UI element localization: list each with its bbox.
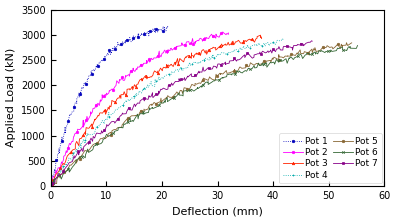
Pot 5 — [129, 115, 134, 117]
Pot 4 — [48, 185, 53, 187]
Pot 6 — [48, 185, 53, 187]
Pot 7 — [119, 114, 124, 117]
Line: Pot 6: Pot 6 — [50, 44, 359, 187]
Pot 3 — [63, 160, 68, 163]
Line: Pot 2: Pot 2 — [50, 31, 230, 187]
Pot 4 — [63, 165, 68, 167]
Line: Pot 7: Pot 7 — [50, 40, 314, 187]
Pot 4 — [280, 38, 285, 40]
Pot 7 — [289, 46, 294, 49]
Pot 1 — [49, 181, 53, 184]
Pot 2 — [55, 170, 59, 172]
Pot 1 — [49, 185, 54, 187]
Pot 1 — [80, 87, 85, 89]
Pot 1 — [56, 153, 61, 156]
Pot 3 — [242, 41, 247, 43]
Pot 2 — [221, 31, 225, 33]
Pot 7 — [310, 40, 314, 42]
Pot 3 — [50, 182, 55, 185]
Pot 2 — [218, 34, 223, 36]
Pot 7 — [309, 40, 314, 42]
Y-axis label: Applied Load (kN): Applied Load (kN) — [6, 48, 15, 147]
Pot 6 — [355, 44, 360, 47]
Pot 1 — [71, 110, 76, 112]
Pot 5 — [344, 41, 349, 44]
Pot 3 — [259, 37, 264, 40]
Pot 4 — [93, 129, 97, 132]
Pot 2 — [59, 161, 64, 163]
Pot 6 — [340, 46, 345, 49]
Pot 4 — [270, 42, 275, 45]
Pot 3 — [249, 38, 254, 40]
Pot 5 — [67, 164, 72, 166]
Pot 6 — [62, 170, 67, 173]
X-axis label: Deflection (mm): Deflection (mm) — [172, 206, 263, 216]
Pot 7 — [65, 164, 70, 167]
Pot 7 — [61, 170, 66, 173]
Line: Pot 1: Pot 1 — [50, 24, 169, 187]
Pot 5 — [335, 43, 340, 46]
Pot 3 — [89, 123, 94, 125]
Legend: Pot 1, Pot 2, Pot 3, Pot 4, Pot 5, Pot 6, Pot 7: Pot 1, Pot 2, Pot 3, Pot 4, Pot 5, Pot 6… — [279, 133, 382, 183]
Pot 5 — [49, 184, 53, 187]
Pot 2 — [81, 126, 86, 129]
Pot 3 — [57, 168, 62, 171]
Pot 7 — [298, 43, 303, 46]
Pot 7 — [49, 182, 54, 184]
Line: Pot 5: Pot 5 — [50, 42, 353, 187]
Pot 5 — [50, 184, 54, 187]
Pot 4 — [58, 168, 63, 171]
Line: Pot 4: Pot 4 — [50, 38, 285, 187]
Pot 3 — [50, 185, 55, 187]
Pot 4 — [110, 112, 115, 115]
Pot 5 — [61, 168, 66, 170]
Pot 7 — [50, 185, 55, 187]
Line: Pot 3: Pot 3 — [51, 34, 263, 187]
Pot 4 — [262, 42, 267, 44]
Pot 5 — [106, 133, 110, 135]
Pot 2 — [96, 102, 101, 105]
Pot 6 — [130, 119, 135, 122]
Pot 6 — [104, 133, 109, 136]
Pot 6 — [328, 51, 333, 53]
Pot 2 — [226, 33, 231, 36]
Pot 2 — [211, 35, 215, 37]
Pot 5 — [324, 46, 329, 48]
Pot 4 — [281, 39, 286, 42]
Pot 7 — [99, 129, 104, 132]
Pot 1 — [166, 24, 170, 27]
Pot 1 — [160, 30, 165, 32]
Pot 3 — [106, 106, 110, 109]
Pot 1 — [156, 28, 161, 30]
Pot 1 — [53, 159, 58, 162]
Pot 6 — [67, 171, 72, 173]
Pot 2 — [48, 185, 53, 187]
Pot 5 — [349, 42, 354, 44]
Pot 3 — [258, 34, 263, 36]
